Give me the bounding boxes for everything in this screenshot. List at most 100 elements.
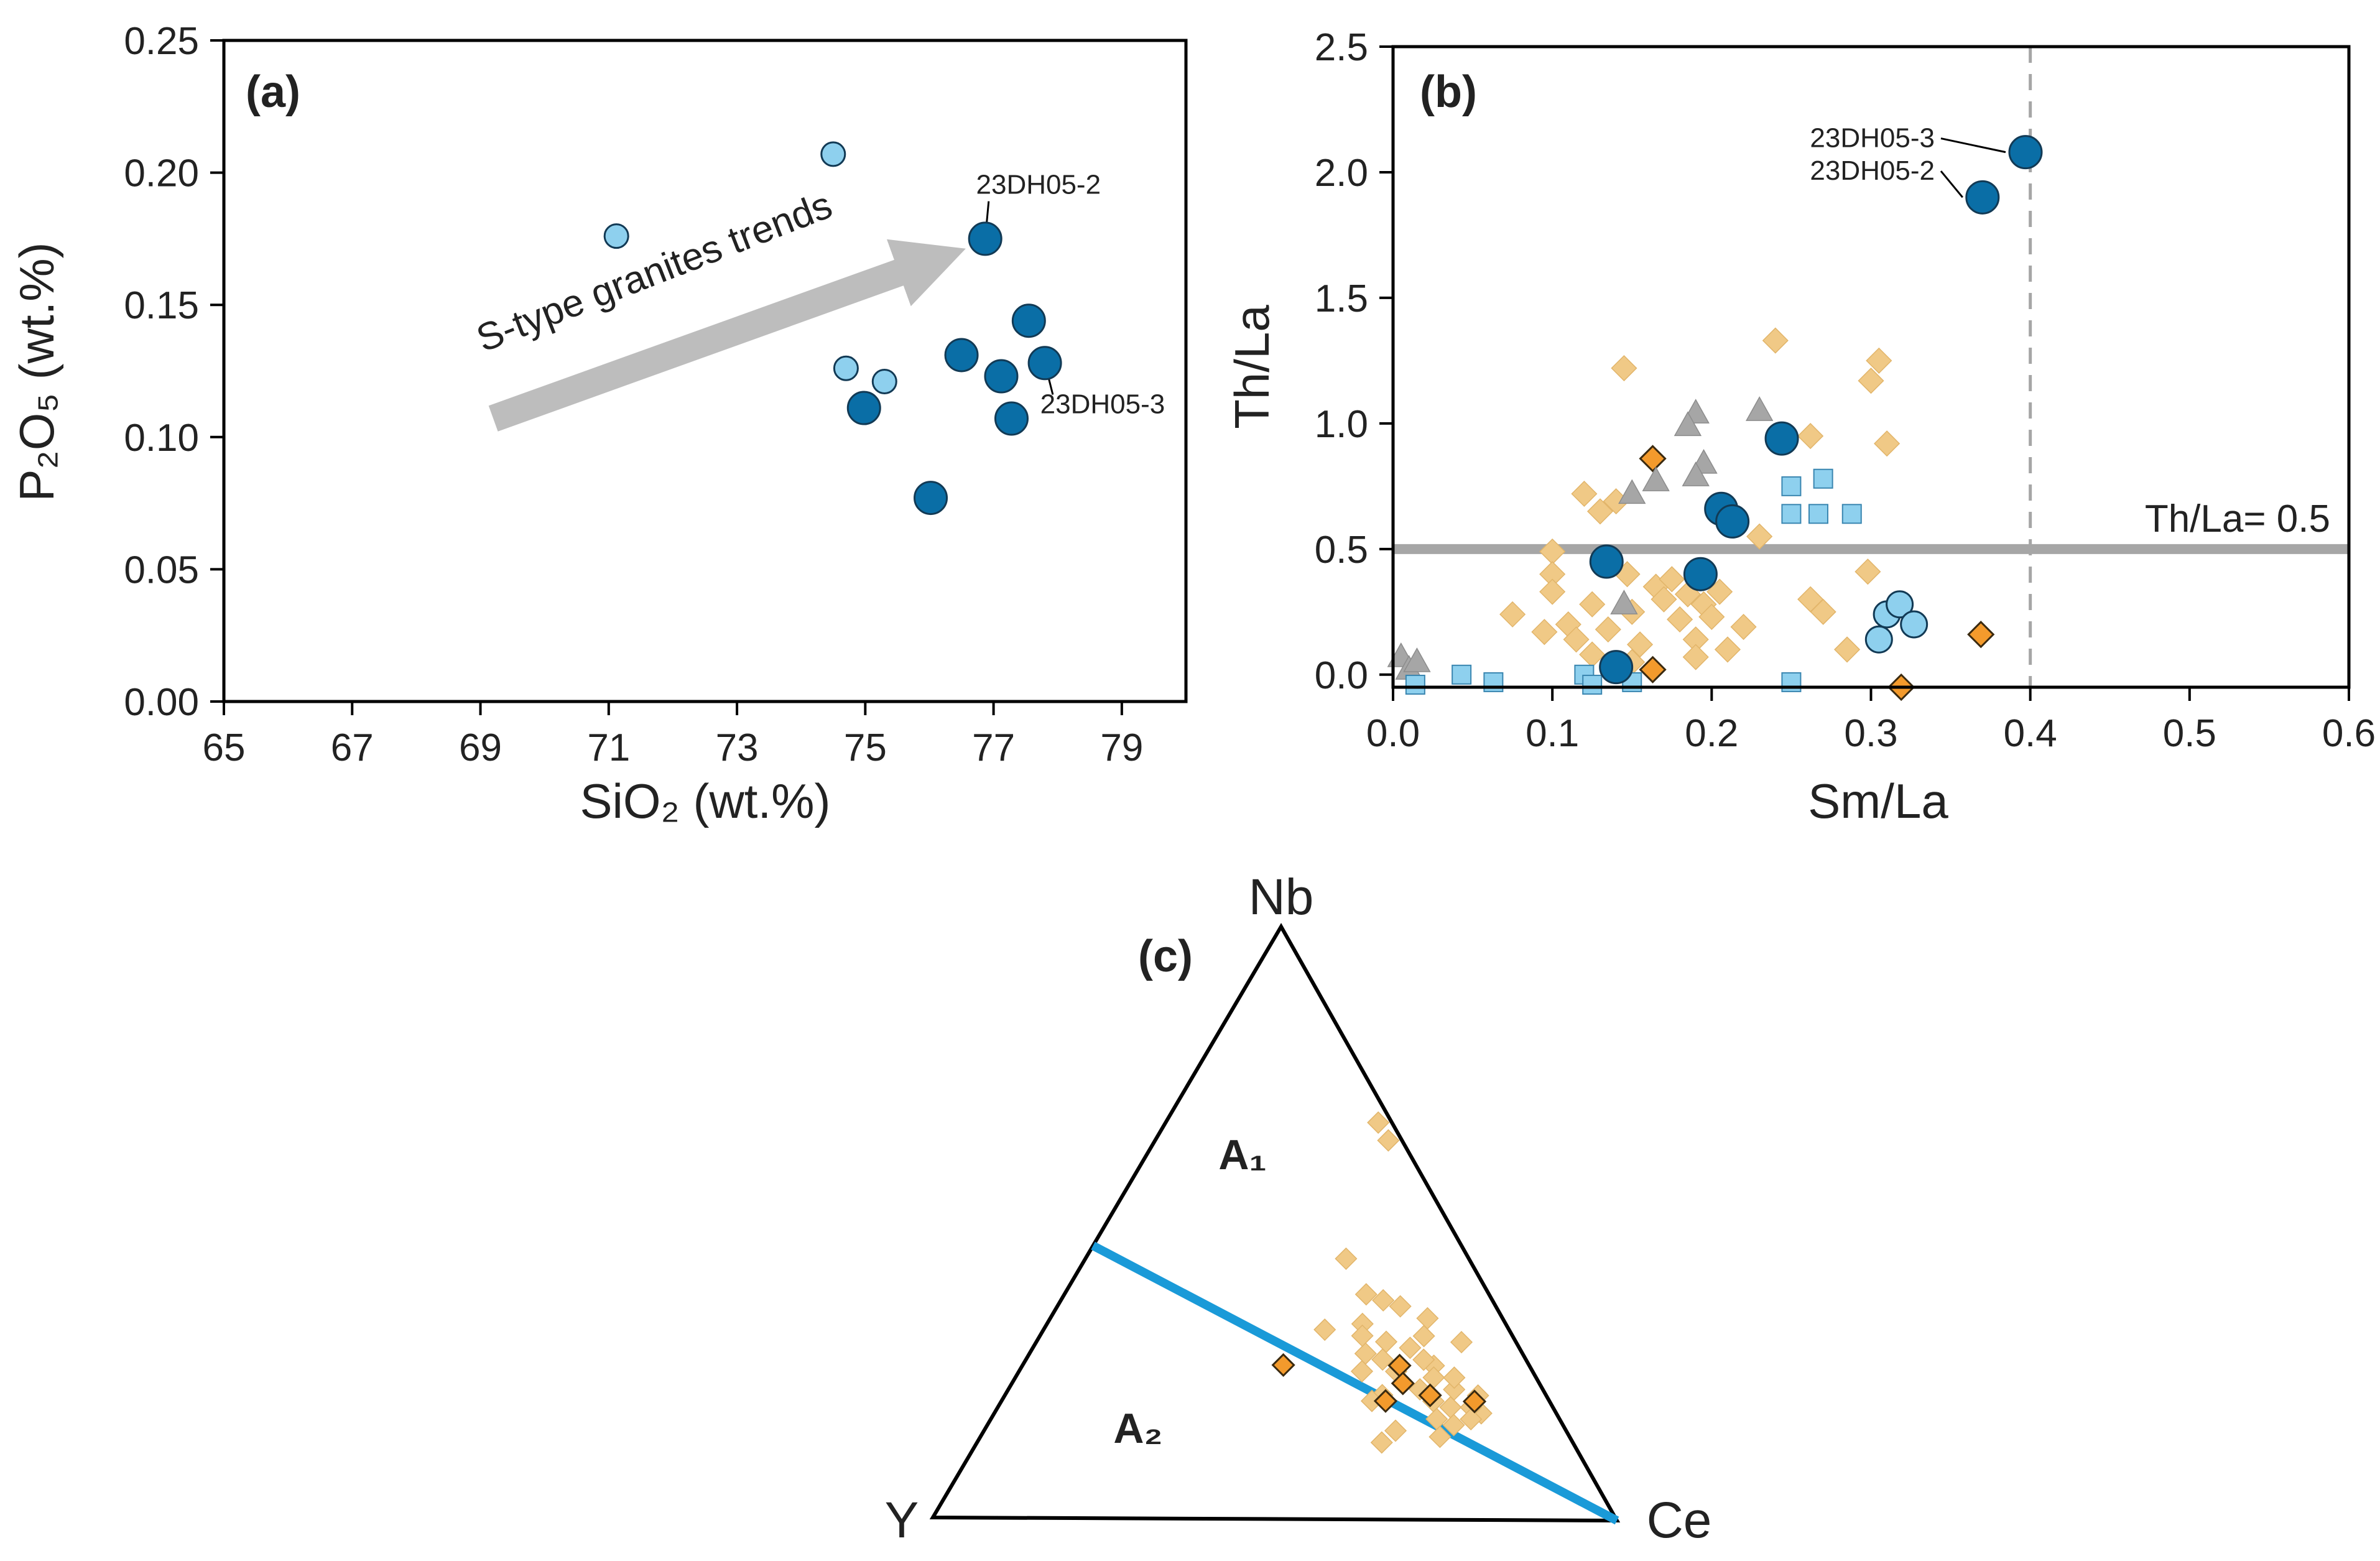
data-point bbox=[1797, 423, 1824, 450]
field-a1-label: A₁ bbox=[1218, 1131, 1266, 1179]
data-point bbox=[2008, 135, 2043, 170]
data-point bbox=[1405, 674, 1425, 695]
data-point bbox=[1866, 347, 1892, 374]
trend-arrow bbox=[488, 239, 966, 432]
data-point bbox=[603, 223, 629, 249]
data-point bbox=[1462, 1389, 1487, 1414]
data-point bbox=[871, 369, 897, 395]
data-point bbox=[846, 391, 881, 425]
data-point bbox=[1715, 504, 1750, 539]
y-tick-label: 0.15 bbox=[124, 284, 199, 327]
data-point bbox=[1571, 480, 1598, 507]
panel-b-frame bbox=[1391, 45, 2351, 689]
panel-a-ylabel: P₂O₅ (wt.%) bbox=[9, 242, 64, 501]
data-point bbox=[1370, 1431, 1393, 1454]
data-point bbox=[1639, 445, 1667, 473]
x-tick-label: 67 bbox=[331, 726, 374, 769]
panel-a: 65 67 69 71 73 75 77 79 0.00 0.05 0.10 0.15 0.20 0.25… bbox=[9, 20, 1188, 828]
y-tick-label: 0.10 bbox=[124, 417, 199, 460]
trend-arrow-group: S-type granites trends bbox=[471, 183, 966, 432]
y-tick-label: 2.5 bbox=[1315, 26, 1368, 69]
data-point bbox=[1351, 1324, 1374, 1347]
data-point bbox=[1746, 396, 1774, 421]
data-point bbox=[1335, 1247, 1358, 1270]
vertex-nb-label: Nb bbox=[1249, 869, 1314, 925]
data-point bbox=[1372, 1289, 1395, 1312]
panel-a-xlabel: SiO₂ (wt.%) bbox=[580, 774, 831, 828]
panel-a-annotations: 23DH05-2 23DH05-3 bbox=[976, 170, 1165, 420]
data-point bbox=[1746, 523, 1773, 550]
data-point bbox=[1599, 650, 1634, 685]
data-point bbox=[1706, 578, 1733, 605]
data-point bbox=[1011, 303, 1046, 338]
annotation-label: 23DH05-3 bbox=[1040, 389, 1165, 420]
data-point bbox=[1450, 1331, 1473, 1354]
vertex-ce-label: Ce bbox=[1647, 1492, 1712, 1549]
data-point bbox=[1595, 616, 1621, 643]
data-point bbox=[1416, 1307, 1439, 1330]
data-point bbox=[1412, 1325, 1435, 1348]
data-point bbox=[1610, 590, 1638, 614]
data-point bbox=[1373, 1389, 1398, 1413]
x-tick-label: 73 bbox=[716, 726, 759, 769]
x-tick-label: 0.3 bbox=[1844, 712, 1897, 755]
data-point bbox=[1965, 180, 2000, 215]
data-point bbox=[1967, 621, 1995, 649]
data-point bbox=[1682, 644, 1709, 670]
vertex-y-label: Y bbox=[885, 1492, 919, 1549]
data-point bbox=[1886, 590, 1914, 619]
data-point bbox=[1667, 606, 1693, 633]
data-point bbox=[1418, 1383, 1442, 1407]
x-tick-label: 0.2 bbox=[1685, 712, 1738, 755]
data-point bbox=[1683, 557, 1718, 591]
data-point bbox=[1611, 354, 1637, 382]
y-tick-label: 0.20 bbox=[124, 152, 199, 195]
data-point bbox=[1563, 626, 1590, 653]
data-point bbox=[914, 481, 948, 516]
data-point bbox=[1586, 498, 1614, 525]
x-tick-label: 71 bbox=[587, 726, 630, 769]
data-point bbox=[1539, 538, 1566, 565]
panel-a-label: (a) bbox=[246, 67, 300, 117]
data-point bbox=[1730, 613, 1757, 641]
data-point bbox=[968, 221, 1002, 256]
data-point bbox=[1698, 603, 1725, 630]
data-point bbox=[1371, 1348, 1394, 1371]
x-tick-label: 0.6 bbox=[2322, 712, 2376, 755]
annotation-label: 23DH05-2 bbox=[976, 170, 1101, 200]
data-point bbox=[1854, 558, 1881, 585]
data-point bbox=[1531, 619, 1558, 646]
y-tick-label: 0.05 bbox=[124, 549, 199, 591]
annotation-leader bbox=[1940, 137, 2006, 154]
panel-a-ticks: 65 67 69 71 73 75 77 79 0.00 0.05 0.10 0.15 0.20 0.25 bbox=[124, 20, 1143, 769]
x-tick-label: 0.5 bbox=[2163, 712, 2216, 755]
panel-b: 0.0 0.1 0.2 0.3 0.4 0.5 0.60.00.51.01.52.02.5 … bbox=[1225, 26, 2376, 828]
x-tick-label: 75 bbox=[844, 726, 887, 769]
data-point bbox=[1452, 664, 1472, 685]
data-point bbox=[1539, 578, 1566, 605]
data-point bbox=[1579, 591, 1606, 618]
x-tick-label: 65 bbox=[203, 726, 246, 769]
data-point bbox=[1900, 610, 1929, 639]
data-point bbox=[1428, 1425, 1452, 1448]
data-point bbox=[1762, 327, 1789, 354]
x-tick-label: 0.1 bbox=[1526, 712, 1579, 755]
data-point bbox=[1391, 1371, 1415, 1396]
data-point bbox=[1271, 1353, 1295, 1378]
data-point bbox=[1582, 674, 1603, 695]
data-point bbox=[1399, 1336, 1422, 1360]
data-point bbox=[1389, 1295, 1412, 1318]
data-point bbox=[1674, 411, 1702, 437]
annotation-label: 23DH05-3 bbox=[1810, 123, 1935, 154]
data-point bbox=[1350, 1360, 1374, 1383]
y-tick-label: 1.5 bbox=[1315, 277, 1368, 320]
ternary-triangle bbox=[929, 923, 1621, 1523]
data-point bbox=[1384, 1419, 1407, 1442]
data-point bbox=[1864, 625, 1893, 654]
data-point bbox=[1460, 1407, 1483, 1431]
y-tick-label: 0.5 bbox=[1315, 529, 1368, 572]
y-tick-label: 0.25 bbox=[124, 20, 199, 63]
data-point bbox=[1858, 368, 1884, 394]
